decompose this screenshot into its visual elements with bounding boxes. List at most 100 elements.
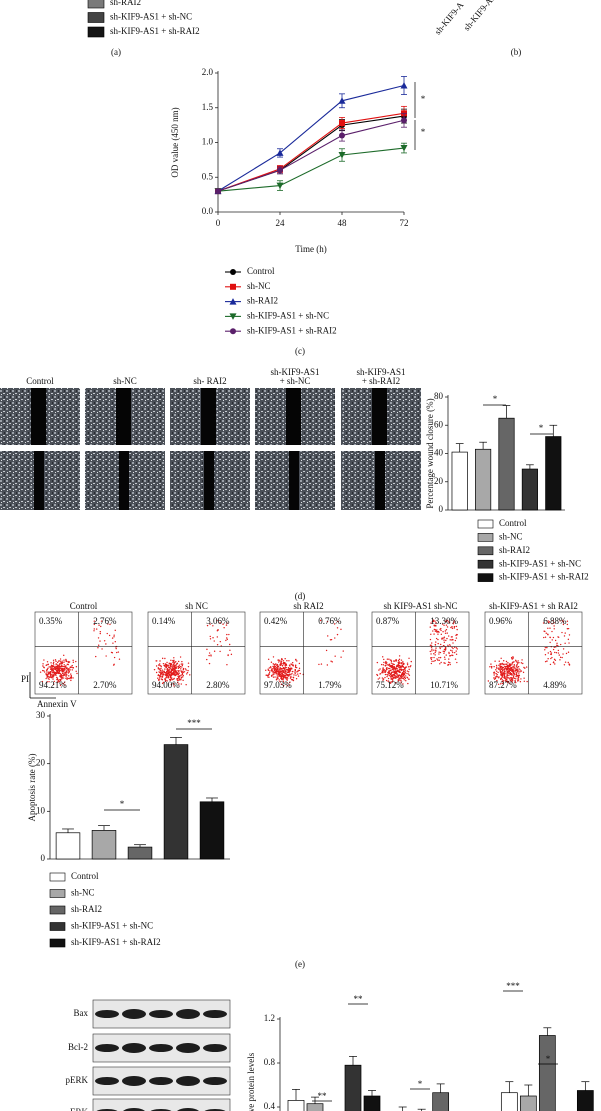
flow-dot (278, 661, 280, 663)
flow-dot (383, 658, 385, 661)
flow-dot (95, 628, 98, 630)
flow-dot (555, 652, 558, 654)
flow-dot (518, 674, 520, 676)
flow-dot (289, 681, 291, 684)
flow-dot (109, 623, 111, 626)
y-tick-label: 0.0 (202, 206, 214, 216)
flow-dot (43, 670, 45, 672)
flow-dot (400, 659, 403, 661)
flow-dot (100, 620, 103, 622)
flow-dot (500, 657, 502, 659)
flow-dot (402, 677, 404, 680)
flow-dot (552, 636, 555, 639)
flow-dot (434, 659, 436, 662)
flow-dot (391, 674, 394, 676)
flow-dot (289, 677, 292, 679)
flow-dot (547, 627, 549, 629)
flow-dot (165, 677, 167, 679)
flow-dot (518, 668, 520, 670)
flow-dot (515, 673, 518, 675)
flow-dot (553, 622, 555, 624)
flow-dot (68, 675, 70, 677)
bar (163, 744, 189, 860)
flow-dot (387, 677, 390, 680)
flow-dot (509, 673, 512, 675)
flow-dot (505, 680, 507, 682)
flow-dot (164, 678, 166, 680)
flow-dot (383, 669, 385, 671)
flow-dot (67, 672, 70, 674)
legend-marker (230, 283, 236, 290)
flow-dot (280, 659, 283, 661)
flow-dot (46, 668, 49, 671)
legend-swatch (49, 905, 66, 915)
flow-dot (406, 662, 409, 664)
flow-dot (286, 682, 288, 684)
marker (215, 188, 221, 195)
flow-dot (376, 661, 379, 664)
significance-mark: *** (187, 718, 201, 728)
flow-dot (563, 664, 566, 666)
flow-dot (216, 644, 219, 646)
significance-mark: * (546, 1054, 551, 1064)
legend-label: sh-NC (499, 531, 523, 541)
flow-dot (185, 669, 187, 671)
flow-dot (435, 637, 438, 640)
flow-dot (267, 669, 270, 672)
flow-dot (544, 660, 547, 663)
flow-dot (445, 639, 447, 642)
flow-dot (440, 661, 442, 664)
flow-dot (443, 641, 446, 643)
flow-dot (46, 681, 49, 683)
flow-dot (271, 675, 273, 677)
flow-dot (382, 670, 385, 672)
flow-dot (107, 623, 109, 625)
bar (538, 1035, 556, 1111)
panel-label: (c) (295, 346, 305, 356)
panel-label: (a) (111, 47, 121, 57)
flow-dot (276, 676, 278, 679)
flow-dot (228, 643, 231, 646)
flow-dot (177, 672, 179, 674)
flow-dot (172, 661, 174, 664)
flow-dot (268, 676, 270, 679)
flow-dot (562, 623, 565, 626)
flow-dot (516, 662, 519, 664)
flow-dot (56, 671, 58, 673)
flow-dot (160, 665, 162, 668)
flow-frame (147, 611, 246, 695)
flow-dot (567, 627, 570, 630)
flow-dot (48, 678, 50, 681)
y-tick-label: 20 (36, 758, 46, 768)
flow-dot (54, 667, 57, 669)
flow-dot (505, 668, 508, 670)
bar (519, 1095, 537, 1111)
flow-dot (511, 670, 513, 672)
flow-dot (72, 659, 74, 662)
flow-dot (166, 665, 168, 667)
flow-dot (157, 674, 159, 677)
flow-dot (170, 671, 173, 673)
flow-dot (395, 660, 398, 662)
flow-dot (399, 669, 402, 671)
flow-dot (155, 660, 157, 662)
blot-band (203, 1044, 227, 1052)
flow-dot (60, 665, 63, 668)
flow-dot (60, 667, 62, 669)
flow-dot (439, 656, 442, 659)
flow-dot (444, 662, 446, 665)
flow-dot (546, 660, 548, 662)
flow-dot (512, 665, 514, 668)
flow-dot (163, 670, 165, 672)
flow-dot (273, 669, 276, 671)
flow-dot (382, 668, 384, 670)
flow-dot (162, 673, 164, 676)
flow-dot (501, 667, 503, 669)
flow-dot (76, 672, 78, 675)
flow-dot (549, 663, 552, 666)
flow-dot (70, 673, 72, 675)
image-label: + sh-NC (280, 376, 311, 386)
flow-dot (456, 628, 458, 631)
